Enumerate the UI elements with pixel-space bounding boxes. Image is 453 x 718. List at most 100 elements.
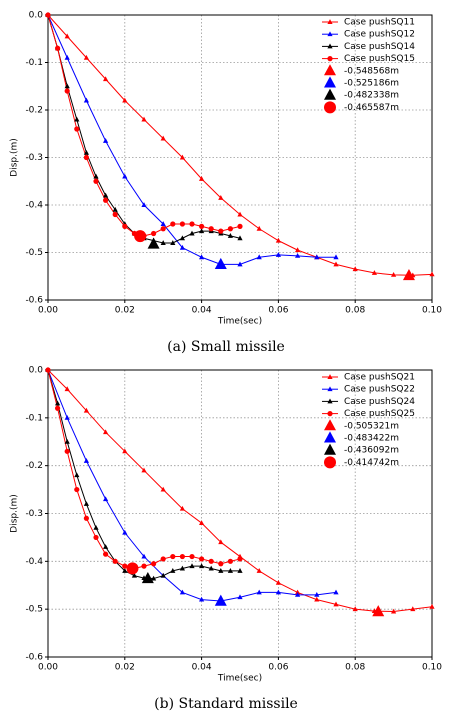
legend-item: -0.482338m — [324, 88, 399, 101]
marker — [141, 116, 147, 122]
x-tick-label: 0.04 — [192, 663, 212, 673]
marker — [352, 266, 358, 272]
marker — [64, 414, 70, 420]
marker — [333, 261, 339, 267]
marker — [237, 211, 243, 217]
y-tick-label: -0.1 — [25, 58, 43, 68]
marker — [214, 257, 227, 269]
marker — [227, 568, 233, 573]
marker — [256, 254, 262, 260]
marker — [122, 173, 128, 179]
legend-item: -0.525186m — [324, 76, 399, 89]
marker — [189, 563, 195, 569]
marker — [189, 230, 195, 236]
legend-marker — [324, 419, 336, 431]
marker — [112, 558, 118, 564]
marker — [237, 556, 243, 562]
legend-marker — [324, 431, 336, 443]
marker — [410, 606, 416, 612]
marker — [126, 562, 139, 575]
y-tick-label: -0.5 — [25, 248, 43, 258]
marker — [74, 126, 80, 132]
marker — [74, 486, 80, 493]
x-tick-label: 0.10 — [422, 663, 442, 673]
legend-item: Case pushSQ24 — [322, 397, 415, 407]
marker — [189, 553, 195, 560]
legend-marker — [327, 19, 333, 24]
marker — [141, 563, 147, 569]
legend-label: -0.436092m — [344, 446, 399, 456]
x-tick-label: 0.02 — [115, 663, 135, 673]
marker — [295, 247, 301, 253]
marker — [64, 33, 70, 39]
marker — [314, 254, 320, 260]
marker — [64, 438, 70, 444]
y-tick-label: -0.4 — [25, 201, 43, 211]
legend-label: Case pushSQ12 — [344, 30, 415, 40]
marker — [83, 458, 89, 463]
marker — [55, 405, 61, 411]
legend-label: -0.548568m — [344, 66, 399, 76]
marker — [227, 226, 233, 232]
legend-marker — [327, 31, 333, 37]
x-tick-label: 0.10 — [422, 306, 442, 316]
x-tick-label: 0.00 — [38, 306, 58, 316]
x-tick-label: 0.02 — [115, 306, 135, 316]
marker — [218, 568, 224, 573]
x-axis-label: Time(sec) — [217, 317, 262, 327]
marker — [112, 211, 118, 218]
marker — [391, 608, 397, 614]
legend-item: Case pushSQ22 — [322, 385, 415, 395]
series-line — [47, 369, 337, 602]
legend-label: Case pushSQ21 — [344, 373, 415, 383]
legend-item: Case pushSQ14 — [322, 42, 415, 52]
y-tick-label: -0.2 — [25, 461, 43, 471]
marker — [218, 561, 224, 567]
marker — [314, 591, 320, 597]
marker — [122, 529, 128, 535]
marker — [227, 558, 233, 564]
marker — [93, 178, 99, 184]
legend-label: Case pushSQ24 — [344, 397, 415, 407]
marker — [122, 448, 128, 454]
marker — [237, 223, 243, 229]
y-tick-label: -0.3 — [25, 153, 43, 163]
x-tick-label: 0.04 — [192, 306, 212, 316]
legend-marker — [327, 374, 333, 379]
marker — [391, 271, 397, 277]
marker — [141, 202, 147, 207]
legend-label: -0.482338m — [344, 91, 399, 101]
legend-marker — [324, 456, 336, 469]
marker — [160, 572, 166, 578]
marker — [83, 407, 89, 413]
x-axis-label: Time(sec) — [217, 674, 262, 684]
y-axis-label: Disp.(m) — [10, 138, 20, 176]
marker — [151, 575, 157, 581]
marker — [218, 195, 224, 200]
y-tick-label: -0.2 — [25, 106, 43, 116]
marker — [64, 448, 70, 454]
marker — [372, 605, 385, 617]
marker — [160, 486, 166, 492]
marker — [134, 230, 147, 243]
legend-marker — [327, 411, 333, 417]
marker — [160, 240, 166, 245]
legend-marker — [324, 88, 336, 100]
marker — [160, 135, 166, 141]
marker — [295, 252, 301, 258]
marker — [103, 192, 109, 198]
marker — [199, 556, 205, 562]
marker — [189, 221, 195, 227]
marker — [64, 386, 70, 392]
legend-marker — [327, 56, 333, 62]
plot-frame — [47, 369, 433, 658]
legend-item: -0.505321m — [324, 419, 399, 431]
legend-label: -0.483422m — [344, 434, 399, 444]
marker — [141, 571, 154, 584]
marker — [352, 606, 358, 612]
marker — [131, 572, 137, 578]
legend-label: -0.414742m — [344, 458, 399, 468]
marker — [103, 138, 109, 143]
marker — [122, 568, 128, 573]
marker — [199, 254, 205, 260]
